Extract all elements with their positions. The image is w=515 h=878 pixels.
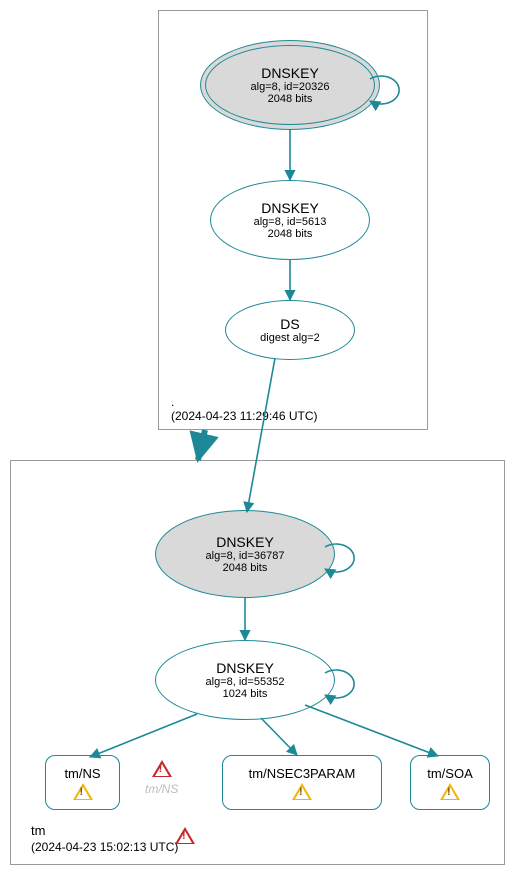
node-line3: 2048 bits [268,228,313,240]
rr-label: tm/NS [64,766,100,781]
node-line2: alg=8, id=36787 [206,550,285,562]
warning-icon: ! [73,783,93,800]
ghost-ns: ! tm/NS [145,760,178,796]
rr-ns: tm/NS ! [45,755,120,810]
node-title: DNSKEY [216,534,274,550]
node-title: DS [280,316,299,332]
node-tm-ksk: DNSKEY alg=8, id=36787 2048 bits [155,510,335,598]
node-line2: alg=8, id=55352 [206,676,285,688]
ghost-ns-label: tm/NS [145,782,178,796]
warning-icon: ! [440,783,460,800]
node-line2: alg=8, id=20326 [251,81,330,93]
node-title: DNSKEY [261,65,319,81]
rr-label: tm/SOA [427,766,473,781]
node-line2: digest alg=2 [260,332,320,344]
panel-tm-warning: ! [175,827,195,847]
node-root-ds: DS digest alg=2 [225,300,355,360]
panel-edge [198,430,205,460]
warning-icon: ! [292,783,312,800]
node-root-ksk: DNSKEY alg=8, id=20326 2048 bits [200,40,380,130]
node-tm-zsk: DNSKEY alg=8, id=55352 1024 bits [155,640,335,720]
rr-soa: tm/SOA ! [410,755,490,810]
panel-root-timestamp: (2024-04-23 11:29:46 UTC) [171,409,318,425]
error-icon: ! [152,760,172,777]
node-line3: 2048 bits [223,562,268,574]
node-line3: 2048 bits [268,93,313,105]
rr-nsec3param: tm/NSEC3PARAM ! [222,755,382,810]
node-title: DNSKEY [261,200,319,216]
panel-tm-title: tm [31,823,45,840]
node-line2: alg=8, id=5613 [254,216,327,228]
node-line3: 1024 bits [223,688,268,700]
node-root-zsk: DNSKEY alg=8, id=5613 2048 bits [210,180,370,260]
panel-tm-timestamp: (2024-04-23 15:02:13 UTC) [31,840,178,856]
error-icon: ! [175,827,195,844]
rr-label: tm/NSEC3PARAM [249,766,356,781]
node-title: DNSKEY [216,660,274,676]
